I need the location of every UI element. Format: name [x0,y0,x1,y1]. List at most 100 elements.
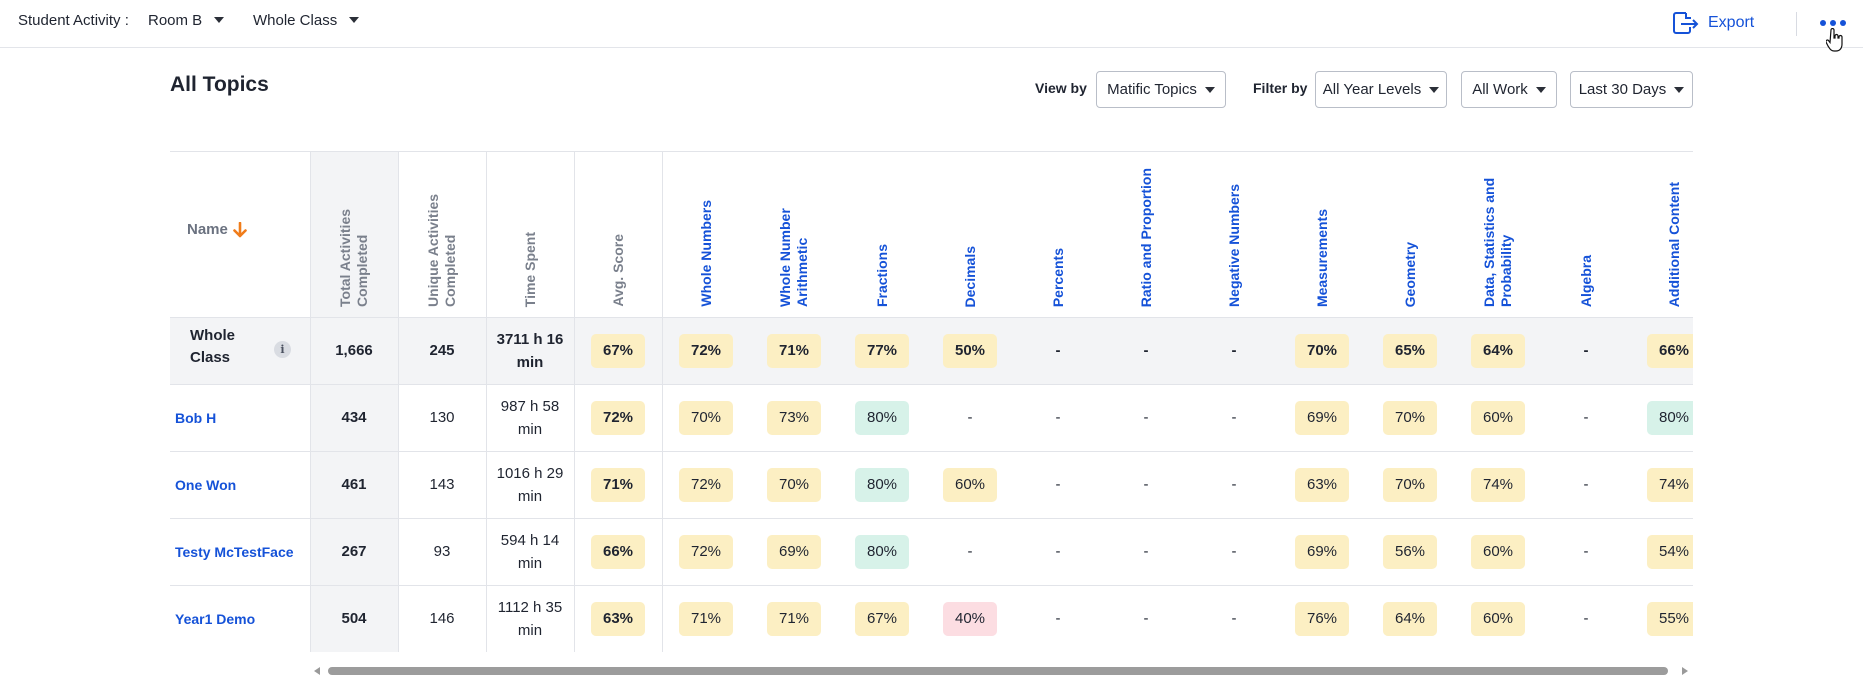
score-pill: 69% [767,534,821,569]
view-by-select[interactable]: Matific Topics [1096,71,1226,108]
topic-score-cell: 69% [1278,384,1366,451]
toolbar-divider [1796,12,1797,36]
score-pill: 60% [943,467,997,502]
score-pill: 77% [855,333,909,368]
empty-score: - [1143,610,1149,627]
topic-score-cell: 66% [1630,317,1693,384]
header-topic[interactable]: Measurements [1278,151,1366,317]
student-name-link[interactable]: Testy McTestFace [175,543,294,560]
topic-score-cell: - [1542,317,1630,384]
topic-score-cell: 56% [1366,518,1454,585]
topic-score-cell: 50% [926,317,1014,384]
scroll-thumb[interactable] [328,667,1668,675]
empty-score: - [1143,342,1149,359]
name-column-header[interactable]: Name [187,221,247,238]
time-hours: 1016 h 29 [496,464,564,482]
avg-score-cell: 67% [574,317,662,384]
student-name-link[interactable]: Bob H [175,409,217,426]
header-topic[interactable]: Additional Content [1630,151,1693,317]
header-topic[interactable]: Decimals [926,151,1014,317]
work-select[interactable]: All Work [1461,71,1557,108]
topic-score-cell: - [1190,317,1278,384]
column-divider [662,151,663,652]
unique-activities-cell: 245 [429,342,455,359]
topic-header-label: Negative Numbers [1225,184,1242,307]
row-divider [170,518,1693,519]
avg-score-cell: 72% [574,384,662,451]
empty-score: - [1055,409,1061,426]
topic-score-cell: 65% [1366,317,1454,384]
topic-score-cell: 71% [750,317,838,384]
topic-header-label: Decimals [961,245,978,307]
export-icon [1673,12,1699,34]
topic-score-cell: 60% [1454,585,1542,652]
topic-header-label: Ratio and Proportion [1137,167,1154,307]
scroll-left-arrow-icon[interactable] [314,667,320,675]
score-pill: 60% [1471,601,1525,636]
topic-score-cell: - [1014,518,1102,585]
info-icon[interactable]: i [274,341,291,358]
row-divider [170,585,1693,586]
header-avg-score: Avg. Score [574,151,662,317]
score-pill: 70% [1383,400,1437,435]
topic-score-cell: - [1102,518,1190,585]
header-topic[interactable]: Data, Statistics and Probability [1454,151,1542,317]
row-divider [170,384,1693,385]
avg-score-cell: 66% [574,518,662,585]
topic-score-cell: - [1102,451,1190,518]
topic-score-cell: - [1542,451,1630,518]
header-topic[interactable]: Ratio and Proportion [1102,151,1190,317]
group-dropdown-value: Whole Class [253,12,338,29]
time-spent-cell: 987 h 58 min [486,384,574,451]
topic-header-label: Whole Number Arithmetic [777,208,810,307]
filter-by-label: Filter by [1253,80,1308,96]
score-pill: 71% [679,601,733,636]
time-spent-cell: 594 h 14 min [486,518,574,585]
header-topic[interactable]: Geometry [1366,151,1454,317]
topic-score-cell: 63% [1278,451,1366,518]
score-pill: 54% [1647,534,1693,569]
year-level-select[interactable]: All Year Levels [1315,71,1447,108]
more-options-button[interactable] [1818,13,1848,33]
header-topic[interactable]: Fractions [838,151,926,317]
avg-score-pill: 66% [591,534,645,569]
header-topic[interactable]: Algebra [1542,151,1630,317]
student-name-link[interactable]: One Won [175,476,237,493]
time-hours: 3711 h 16 [496,330,564,348]
empty-score: - [1143,409,1149,426]
score-pill: 72% [679,534,733,569]
horizontal-scrollbar[interactable] [314,666,1688,676]
date-range-select[interactable]: Last 30 Days [1570,71,1693,108]
empty-score: - [1231,543,1237,560]
topic-header-label: Whole Numbers [697,200,714,307]
total-activities-cell: 434 [341,409,367,426]
scroll-right-arrow-icon[interactable] [1682,667,1688,675]
topic-score-cell: 70% [750,451,838,518]
score-pill: 76% [1295,601,1349,636]
dot [1820,20,1826,26]
whole-class-row-bg [170,317,1693,384]
header-topic[interactable]: Negative Numbers [1190,151,1278,317]
time-hours: 594 h 14 [500,531,560,549]
score-pill: 71% [767,601,821,636]
avg-score-pill: 63% [591,601,645,636]
score-pill: 80% [855,400,909,435]
export-button[interactable]: Export [1672,10,1754,36]
time-hours: 1112 h 35 [497,598,563,616]
chevron-down-icon [214,17,225,23]
header-topic[interactable]: Whole Numbers [662,151,750,317]
page-title: All Topics [170,73,269,96]
unique-activities-cell: 130 [429,409,455,426]
topic-score-cell: 80% [838,518,926,585]
topic-score-cell: - [1190,585,1278,652]
time-minutes: min [516,353,544,371]
topic-score-cell: 76% [1278,585,1366,652]
group-dropdown[interactable]: Whole Class [253,12,360,29]
header-unique-label: Unique Activities Completed [425,193,458,307]
student-name-link[interactable]: Year1 Demo [175,610,256,627]
score-pill: 71% [767,333,821,368]
header-topic[interactable]: Percents [1014,151,1102,317]
header-topic[interactable]: Whole Number Arithmetic [750,151,838,317]
room-dropdown[interactable]: Room B [148,12,225,29]
score-pill: 67% [855,601,909,636]
